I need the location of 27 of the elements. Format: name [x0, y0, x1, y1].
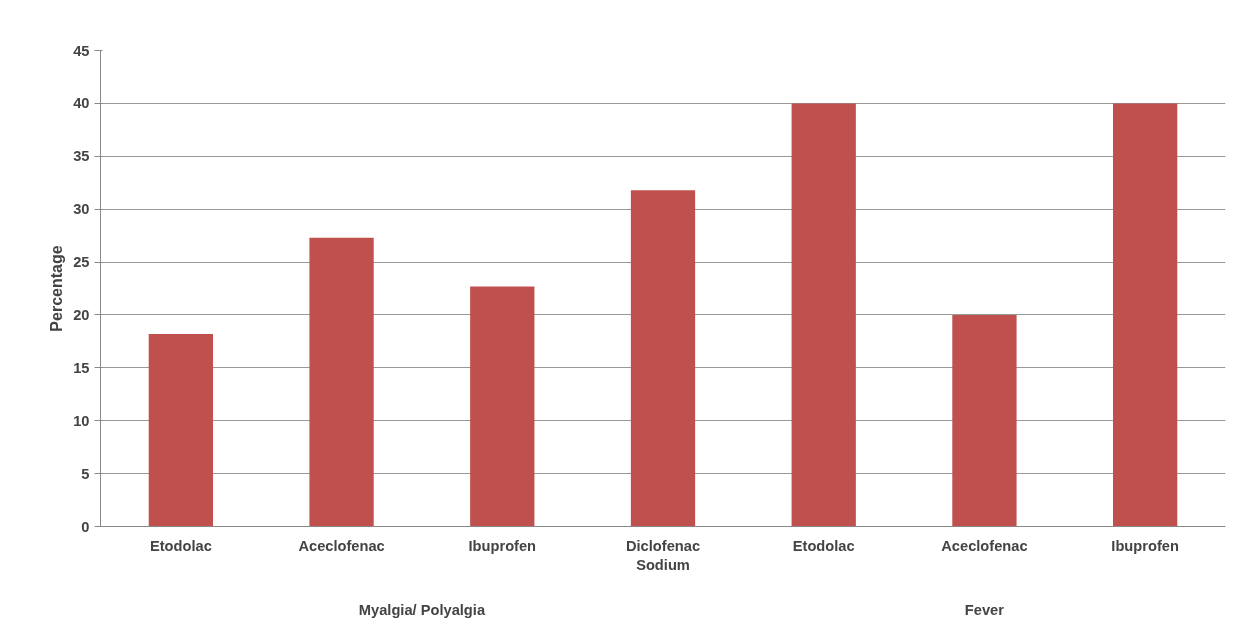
- bar: [630, 190, 696, 527]
- x-tick-label: Ibuprofen: [468, 537, 537, 554]
- y-tick-label: 10: [73, 412, 90, 429]
- y-tick-label: 45: [73, 42, 90, 59]
- x-tick-label: Etodolac: [149, 537, 212, 554]
- x-tick-label: Etodolac: [792, 537, 855, 554]
- y-tick-label: 5: [81, 465, 90, 482]
- bar: [148, 333, 213, 527]
- bar: [791, 103, 856, 527]
- y-tick-label: 40: [73, 95, 90, 112]
- y-tick-label: 20: [73, 306, 90, 323]
- text: Myalgia/ Polyalgia: [358, 601, 486, 618]
- bar: [309, 237, 374, 527]
- x-tick-label: Aceclofenac: [941, 537, 1028, 554]
- bar: [952, 314, 1017, 527]
- y-tick-label: 30: [73, 201, 90, 218]
- x-tick-label: Ibuprofen: [1111, 537, 1179, 554]
- text: Fever: [964, 601, 1005, 618]
- y-tick-label: 0: [81, 518, 90, 535]
- bar: [1113, 103, 1178, 527]
- x-tick-label: Aceclofenac: [298, 537, 385, 554]
- x-tick-label: Diclofenac Sodium: [625, 537, 701, 573]
- y-axis-title: Percentage: [48, 245, 66, 332]
- bar: [470, 286, 535, 527]
- y-tick-label: 15: [73, 359, 90, 376]
- y-tick-label: 25: [73, 254, 90, 271]
- y-tick-label: 35: [73, 148, 90, 165]
